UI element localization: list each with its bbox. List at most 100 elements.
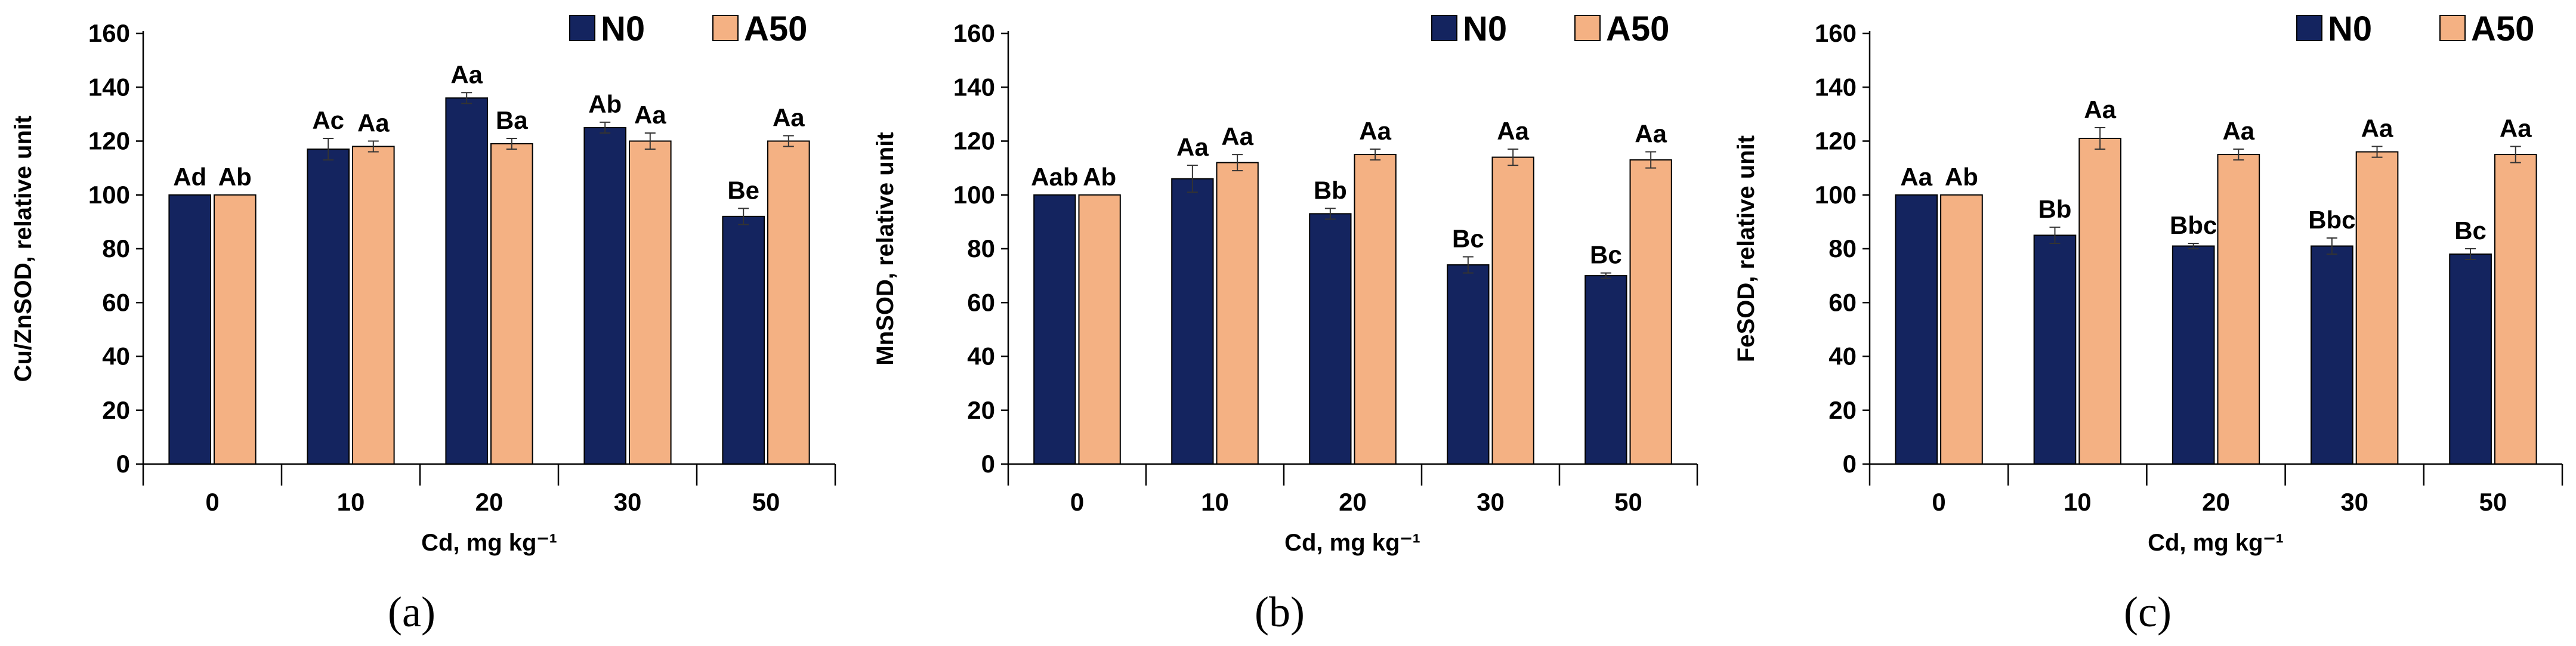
x-tick-label: 20 — [1339, 488, 1367, 516]
significance-label: Aa — [1359, 117, 1391, 145]
x-tick-label: 10 — [2064, 488, 2092, 516]
bar-n0-10 — [1171, 178, 1214, 465]
bar-a50-10 — [2078, 137, 2121, 465]
significance-label: Bc — [1452, 225, 1484, 253]
y-tick-label: 80 — [102, 234, 130, 262]
significance-label: Ab — [1083, 163, 1116, 191]
y-tick-label: 0 — [1843, 450, 1857, 478]
bar-n0-20 — [2172, 245, 2215, 465]
significance-label: Bb — [1314, 176, 1347, 204]
y-axis-title: MnSOD, relative unit — [872, 132, 898, 365]
y-tick-label: 100 — [1815, 181, 1857, 209]
y-tick-label: 80 — [1828, 234, 1857, 262]
bar-n0-0 — [168, 194, 211, 465]
significance-label: Ab — [218, 163, 252, 191]
significance-label: Aa — [357, 109, 390, 137]
y-tick-label: 40 — [1828, 342, 1857, 370]
legend-label-a50: A50 — [1606, 10, 1669, 48]
y-tick-label: 20 — [967, 396, 995, 424]
bar-a50-30 — [629, 140, 672, 465]
y-tick-label: 120 — [1815, 127, 1857, 155]
y-tick-label: 160 — [953, 19, 995, 47]
y-tick-label: 0 — [116, 450, 130, 478]
panel-label: (c) — [2124, 588, 2172, 636]
y-tick-label: 140 — [1815, 73, 1857, 101]
y-tick-label: 160 — [1815, 19, 1857, 47]
significance-label: Aa — [1497, 117, 1529, 145]
significance-label: Aa — [2500, 115, 2532, 143]
significance-label: Aa — [1900, 163, 1932, 191]
bar-n0-50 — [2449, 254, 2492, 465]
significance-label: Be — [727, 176, 759, 204]
legend: N0 A50 — [2296, 10, 2534, 48]
significance-label: Ab — [1945, 163, 1978, 191]
bar-n0-30 — [2311, 245, 2353, 465]
y-tick-label: 60 — [967, 288, 995, 316]
x-tick-label: 50 — [2479, 488, 2507, 516]
significance-label: Aa — [1221, 122, 1253, 150]
x-tick-label: 10 — [1201, 488, 1229, 516]
y-tick-label: 80 — [967, 234, 995, 262]
legend: N0 A50 — [1431, 10, 1669, 48]
y-tick-label: 160 — [88, 19, 130, 47]
bar-a50-20 — [2217, 154, 2260, 465]
bar-a50-20 — [1354, 154, 1397, 465]
legend-swatch-n0 — [569, 15, 595, 41]
bar-a50-0 — [1940, 194, 1983, 465]
significance-label: Bbc — [2308, 206, 2355, 234]
x-tick-label: 50 — [752, 488, 780, 516]
y-axis-title: FeSOD, relative unit — [1733, 135, 1759, 362]
significance-label: Aa — [2361, 115, 2393, 143]
bar-a50-20 — [490, 143, 533, 465]
y-tick-label: 120 — [953, 127, 995, 155]
y-tick-label: 100 — [88, 181, 130, 209]
y-tick-label: 40 — [102, 342, 130, 370]
significance-label: Bc — [1590, 241, 1622, 269]
x-tick-label: 30 — [1477, 488, 1505, 516]
bar-n0-30 — [1447, 264, 1490, 465]
legend-swatch-a50 — [1574, 15, 1601, 41]
significance-label: Bb — [2038, 195, 2071, 223]
x-tick-label: 0 — [1932, 488, 1945, 516]
bar-n0-10 — [2033, 234, 2077, 465]
bar-n0-30 — [583, 126, 627, 465]
bar-a50-0 — [1078, 194, 1121, 465]
y-tick-label: 20 — [102, 396, 130, 424]
bar-a50-10 — [1216, 162, 1259, 465]
bar-n0-0 — [1895, 194, 1938, 465]
bar-a50-50 — [1629, 159, 1672, 465]
x-tick-label: 50 — [1614, 488, 1642, 516]
significance-label: Aa — [2222, 117, 2254, 145]
legend-swatch-a50 — [712, 15, 739, 41]
legend-label-a50: A50 — [744, 10, 807, 48]
y-tick-label: 140 — [953, 73, 995, 101]
x-axis-title: Cd, mg kg⁻¹ — [1284, 530, 1420, 556]
bar-n0-50 — [1584, 275, 1627, 465]
x-tick-label: 30 — [2340, 488, 2368, 516]
significance-label: Aa — [450, 60, 483, 88]
significance-label: Aa — [1176, 133, 1209, 161]
y-tick-label: 60 — [102, 288, 130, 316]
y-tick-label: 20 — [1828, 396, 1857, 424]
significance-label: Ad — [173, 163, 206, 191]
significance-label: Aa — [773, 103, 805, 131]
significance-label: Aab — [1031, 163, 1078, 191]
legend-swatch-n0 — [2296, 15, 2322, 41]
bar-a50-30 — [2355, 151, 2399, 465]
legend-label-n0: N0 — [601, 10, 645, 48]
legend-swatch-n0 — [1431, 15, 1457, 41]
significance-label: Aa — [2084, 95, 2116, 123]
y-tick-label: 140 — [88, 73, 130, 101]
bar-n0-0 — [1033, 194, 1076, 465]
significance-label: Ba — [496, 106, 528, 134]
y-tick-label: 40 — [967, 342, 995, 370]
significance-label: Bc — [2454, 217, 2487, 245]
legend: N0 A50 — [569, 10, 807, 48]
legend-label-n0: N0 — [2328, 10, 2372, 48]
significance-label: Ac — [312, 106, 344, 134]
panel-label: (a) — [388, 588, 435, 636]
y-axis-title: Cu/ZnSOD, relative unit — [10, 116, 36, 382]
legend-label-a50: A50 — [2471, 10, 2534, 48]
x-tick-label: 30 — [614, 488, 642, 516]
